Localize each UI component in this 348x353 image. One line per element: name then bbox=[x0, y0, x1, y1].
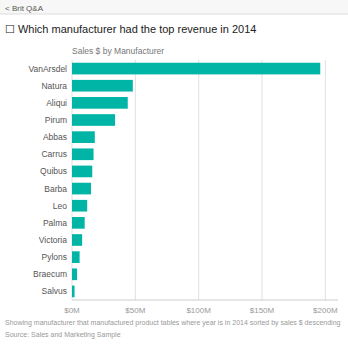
grid-line bbox=[262, 60, 263, 300]
x-tick-label: $100M bbox=[186, 306, 211, 315]
chart-title: Sales $ by Manufacturer bbox=[72, 46, 164, 56]
footer-text: Source: Sales and Marketing Sample bbox=[5, 331, 121, 339]
y-tick-label: Leo bbox=[53, 201, 67, 211]
background bbox=[0, 0, 348, 353]
grid-line bbox=[198, 60, 199, 300]
x-tick-label: $0M bbox=[64, 306, 80, 315]
bar bbox=[72, 63, 320, 75]
grid-line bbox=[72, 60, 73, 300]
bar bbox=[72, 234, 82, 246]
bar bbox=[72, 148, 94, 160]
bar bbox=[72, 183, 91, 195]
bars bbox=[72, 63, 320, 298]
y-tick-label: Barba bbox=[44, 184, 67, 194]
chart-root: < Brit Q&A ☐ Which manufacturer had the t… bbox=[0, 0, 348, 353]
y-tick-label: Victoria bbox=[39, 235, 67, 245]
bar bbox=[72, 286, 75, 298]
y-tick-label: Salvus bbox=[41, 286, 67, 296]
y-tick-label: VanArsdel bbox=[28, 64, 67, 74]
y-tick-label: Pylons bbox=[41, 252, 67, 262]
y-tick-label: Natura bbox=[41, 81, 67, 91]
bar bbox=[72, 217, 85, 229]
bar bbox=[72, 114, 115, 126]
y-tick-label: Palma bbox=[43, 218, 67, 228]
y-tick-label: Quibus bbox=[40, 166, 67, 176]
header-bg bbox=[0, 0, 348, 14]
header-text: < Brit Q&A bbox=[5, 4, 44, 13]
x-axis-line bbox=[72, 300, 338, 301]
y-tick-label: Pirum bbox=[45, 115, 67, 125]
question: ☐ Which manufacturer had the top revenue… bbox=[5, 23, 256, 35]
header-separator bbox=[0, 14, 348, 15]
y-tick-label: Braecum bbox=[33, 269, 67, 279]
x-tick-label: $150M bbox=[250, 306, 275, 315]
grid bbox=[72, 60, 325, 300]
bar bbox=[72, 80, 133, 92]
x-tick-label: $50M bbox=[125, 306, 145, 315]
grid-line bbox=[325, 60, 326, 300]
grid-line bbox=[135, 60, 136, 300]
bar bbox=[72, 97, 128, 109]
y-tick-label: Carrus bbox=[41, 149, 67, 159]
bar bbox=[72, 268, 77, 280]
footer-text: Showing manufacturer that manufactured p… bbox=[5, 319, 341, 327]
bar bbox=[72, 166, 92, 178]
bar bbox=[72, 131, 95, 143]
bar bbox=[72, 200, 87, 212]
bar bbox=[72, 251, 80, 263]
x-tick-label: $200M bbox=[313, 306, 338, 315]
y-tick-label: Abbas bbox=[43, 132, 67, 142]
y-tick-label: Aliqui bbox=[46, 98, 67, 108]
